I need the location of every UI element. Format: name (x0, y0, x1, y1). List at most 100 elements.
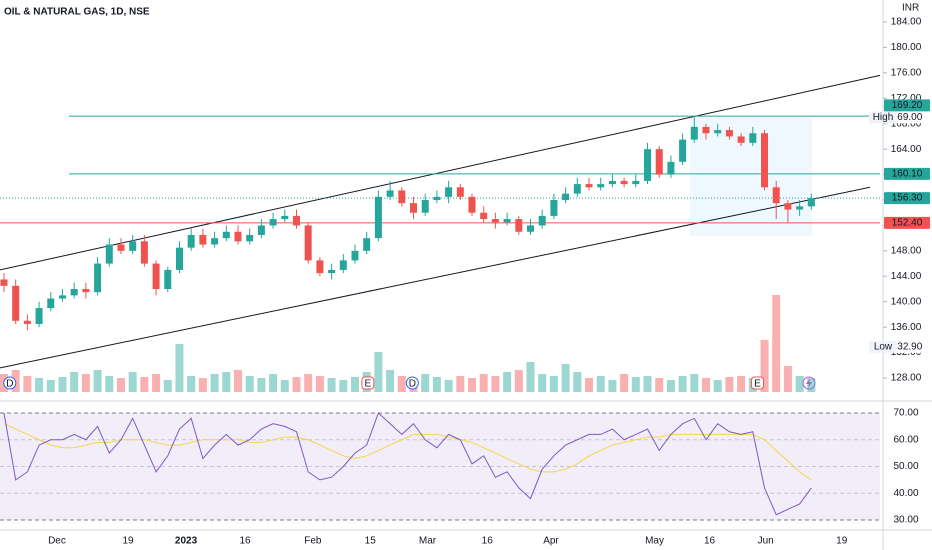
alert-icon[interactable] (802, 376, 816, 390)
candle-body (632, 180, 640, 185)
volume-bar (269, 374, 278, 392)
y-tick-label: 164.00 (891, 144, 922, 155)
volume-bar (187, 376, 196, 392)
price-label-box (884, 99, 930, 112)
volume-bar (292, 377, 301, 392)
candle-body (117, 244, 125, 251)
volume-bar (421, 374, 430, 392)
volume-bar (620, 374, 629, 392)
volume-bar (479, 374, 488, 392)
volume-bar (128, 372, 137, 392)
rsi-tick-label: 50.00 (893, 461, 918, 472)
volume-bar (631, 377, 640, 392)
price-tag: High (873, 112, 894, 123)
candle-body (409, 203, 417, 213)
candle-body (655, 149, 663, 175)
event-label: E (754, 379, 761, 390)
x-tick-label: May (645, 536, 664, 547)
x-tick-label: Apr (543, 536, 559, 547)
candle-body (129, 241, 137, 251)
candle-body (784, 203, 792, 210)
candle-body (702, 126, 710, 134)
volume-bar (23, 376, 32, 392)
event-marker (3, 376, 17, 390)
channel-line (0, 74, 881, 271)
candle-body (796, 206, 804, 210)
volume-bar (585, 378, 594, 392)
candle-body (339, 260, 347, 270)
y-tick-label: 140.00 (891, 296, 922, 307)
candle-body (714, 130, 722, 134)
y-tick-label: 184.00 (891, 17, 922, 28)
candle-body (737, 136, 745, 143)
volume-bar (140, 377, 149, 392)
candle-body (468, 196, 476, 213)
volume-bar (760, 340, 769, 392)
event-label: D (409, 379, 416, 390)
price-label: 132.90 (892, 341, 923, 352)
event-marker (405, 376, 419, 390)
candle-body (304, 225, 312, 261)
candle-body (58, 295, 66, 299)
currency: INR (902, 3, 919, 14)
y-tick-label: 172.00 (891, 93, 922, 104)
rsi-tick-label: 40.00 (893, 488, 918, 499)
volume-bar (538, 374, 547, 392)
candle-body (187, 234, 195, 248)
volume-bar (725, 377, 734, 392)
volume-bar (526, 362, 535, 392)
volume-bar (690, 374, 699, 392)
y-tick-label: 144.00 (891, 271, 922, 282)
candle-body (573, 184, 581, 194)
volume-bar (737, 376, 746, 392)
volume-bar (350, 377, 359, 392)
volume-bar (280, 380, 289, 392)
price-label-box (884, 192, 930, 205)
candle-body (608, 180, 616, 185)
candle-body (690, 126, 698, 140)
channel-line (0, 186, 871, 369)
volume-bar (222, 372, 231, 392)
volume-bar (46, 380, 55, 392)
rsi-line (3, 412, 812, 516)
volume-bar (795, 376, 804, 392)
y-tick-label: 148.00 (891, 245, 922, 256)
volume-bar (93, 370, 102, 392)
price-label: 169.00 (892, 112, 923, 123)
candle-body (12, 285, 20, 321)
candle-body (269, 219, 277, 226)
volume-bar (175, 344, 184, 392)
volume-bar (468, 378, 477, 392)
volume-bar (245, 376, 254, 392)
price-tag-box (869, 340, 897, 353)
x-tick-label: Feb (304, 536, 322, 547)
volume-bar (456, 376, 465, 392)
y-tick-label: 136.00 (891, 322, 922, 333)
candle-body (351, 250, 359, 261)
volume-bar (655, 378, 664, 392)
volume-bar (81, 374, 90, 392)
chart-title: OIL & NATURAL GAS, 1D, NSE (4, 7, 150, 18)
x-tick-label: Mar (419, 536, 437, 547)
event-label: D (6, 379, 13, 390)
candle-body (538, 215, 546, 226)
price-label: 160.10 (892, 169, 923, 180)
candle-body (70, 289, 78, 296)
price-label-box (884, 216, 930, 229)
candle-body (363, 238, 371, 251)
price-tag: Low (874, 341, 893, 352)
candle-body (527, 225, 535, 232)
y-tick-label: 180.00 (891, 42, 922, 53)
price-label: 152.40 (892, 218, 923, 229)
event-marker (750, 376, 764, 390)
candle-body (644, 149, 652, 181)
candle-body (807, 198, 815, 207)
event-marker (361, 376, 375, 390)
candle-body (515, 219, 523, 232)
volume-bar (596, 376, 605, 392)
candle-body (164, 269, 172, 289)
candle-body (140, 241, 148, 264)
volume-bar (198, 378, 207, 392)
volume-bar (58, 377, 67, 392)
volume-bar (315, 376, 324, 392)
